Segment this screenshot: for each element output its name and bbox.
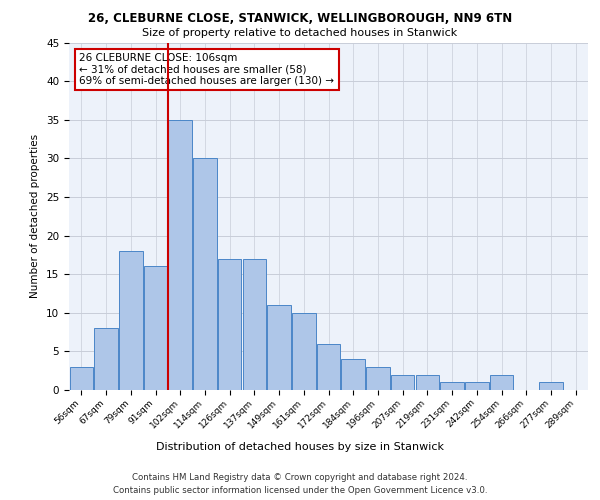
- Bar: [440, 382, 464, 390]
- Bar: [144, 266, 167, 390]
- Bar: [94, 328, 118, 390]
- Bar: [465, 382, 488, 390]
- Bar: [218, 258, 241, 390]
- Text: Contains HM Land Registry data © Crown copyright and database right 2024.: Contains HM Land Registry data © Crown c…: [132, 472, 468, 482]
- Bar: [242, 258, 266, 390]
- Bar: [366, 367, 389, 390]
- Text: Contains public sector information licensed under the Open Government Licence v3: Contains public sector information licen…: [113, 486, 487, 495]
- Bar: [268, 305, 291, 390]
- Bar: [391, 374, 415, 390]
- Text: 26, CLEBURNE CLOSE, STANWICK, WELLINGBOROUGH, NN9 6TN: 26, CLEBURNE CLOSE, STANWICK, WELLINGBOR…: [88, 12, 512, 26]
- Y-axis label: Number of detached properties: Number of detached properties: [31, 134, 40, 298]
- Text: 26 CLEBURNE CLOSE: 106sqm
← 31% of detached houses are smaller (58)
69% of semi-: 26 CLEBURNE CLOSE: 106sqm ← 31% of detac…: [79, 53, 334, 86]
- Text: Size of property relative to detached houses in Stanwick: Size of property relative to detached ho…: [142, 28, 458, 38]
- Bar: [490, 374, 513, 390]
- Bar: [292, 313, 316, 390]
- Bar: [169, 120, 192, 390]
- Bar: [119, 251, 143, 390]
- Bar: [539, 382, 563, 390]
- Text: Distribution of detached houses by size in Stanwick: Distribution of detached houses by size …: [156, 442, 444, 452]
- Bar: [317, 344, 340, 390]
- Bar: [70, 367, 93, 390]
- Bar: [193, 158, 217, 390]
- Bar: [416, 374, 439, 390]
- Bar: [341, 359, 365, 390]
